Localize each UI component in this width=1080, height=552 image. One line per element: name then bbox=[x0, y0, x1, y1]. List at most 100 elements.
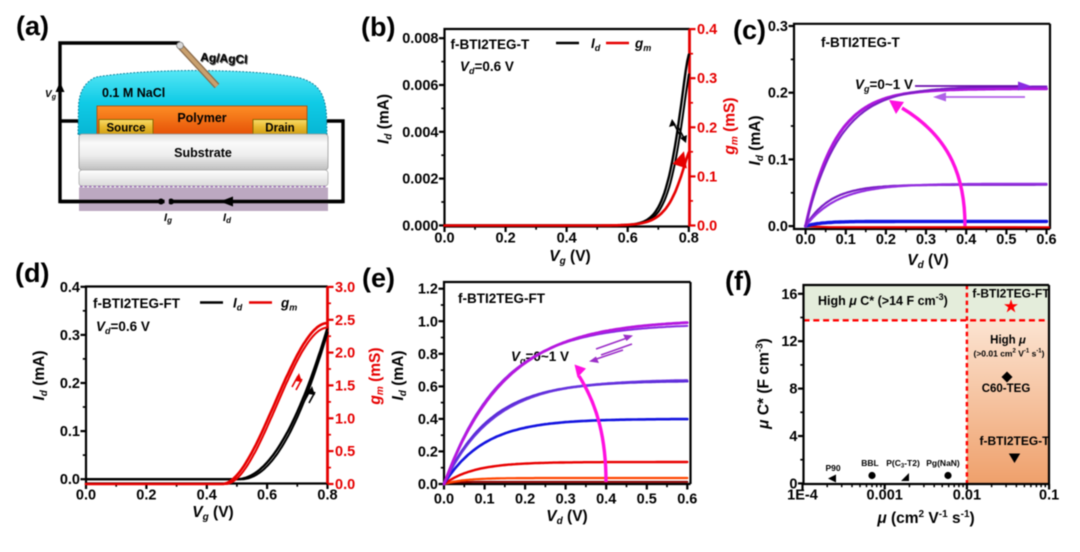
svg-text:0.3: 0.3 bbox=[60, 328, 80, 344]
svg-text:f-BTI2TEG-FT: f-BTI2TEG-FT bbox=[972, 287, 1050, 301]
svg-text:Pg(NaN): Pg(NaN) bbox=[926, 458, 960, 468]
svg-text:0.1: 0.1 bbox=[697, 169, 717, 185]
svg-text:0.6: 0.6 bbox=[1036, 232, 1056, 248]
svg-text:0.0: 0.0 bbox=[76, 488, 96, 504]
svg-text:gm: gm bbox=[634, 36, 651, 53]
svg-text:Vd (V): Vd (V) bbox=[546, 508, 587, 527]
svg-text:(>0.01 cm2 V-1 s-1): (>0.01 cm2 V-1 s-1) bbox=[974, 349, 1045, 359]
svg-text:0.1: 0.1 bbox=[836, 232, 856, 248]
svg-text:Ig: Ig bbox=[164, 212, 172, 225]
svg-text:μ (cm2 V-1 s-1): μ (cm2 V-1 s-1) bbox=[876, 509, 974, 527]
svg-text:Vg: Vg bbox=[45, 89, 57, 101]
svg-text:0.002: 0.002 bbox=[402, 172, 438, 188]
svg-text:0.2: 0.2 bbox=[60, 376, 80, 392]
svg-text:BBL: BBL bbox=[861, 458, 878, 468]
svg-text:0.2: 0.2 bbox=[495, 231, 515, 247]
svg-text:0.0: 0.0 bbox=[796, 232, 816, 248]
svg-text:0.8: 0.8 bbox=[679, 231, 699, 247]
svg-text:P(C3-T2): P(C3-T2) bbox=[886, 458, 920, 470]
svg-text:0.006: 0.006 bbox=[402, 78, 438, 94]
svg-text:0.6: 0.6 bbox=[618, 231, 638, 247]
svg-text:High μ: High μ bbox=[990, 335, 1026, 347]
svg-text:0.000: 0.000 bbox=[402, 218, 438, 234]
svg-text:Vg (V): Vg (V) bbox=[549, 248, 590, 267]
svg-text:0.1: 0.1 bbox=[474, 492, 494, 508]
svg-text:0.4: 0.4 bbox=[557, 231, 577, 247]
svg-text:f-BTI2TEG-FT: f-BTI2TEG-FT bbox=[93, 296, 181, 311]
svg-text:Id (mA): Id (mA) bbox=[390, 350, 409, 400]
svg-text:0.8: 0.8 bbox=[317, 488, 337, 504]
svg-text:0.1: 0.1 bbox=[768, 152, 788, 168]
svg-text:Substrate: Substrate bbox=[174, 146, 232, 160]
svg-text:μ C* (F cm-3): μ C* (F cm-3) bbox=[755, 338, 773, 430]
svg-text:0.0: 0.0 bbox=[768, 219, 788, 235]
svg-text:0.6: 0.6 bbox=[677, 492, 697, 508]
svg-text:0.0: 0.0 bbox=[434, 231, 454, 247]
svg-text:(d): (d) bbox=[15, 258, 49, 288]
svg-text:2.5: 2.5 bbox=[335, 313, 355, 329]
svg-text:0.0: 0.0 bbox=[697, 219, 717, 235]
svg-text:0.2: 0.2 bbox=[418, 444, 438, 460]
svg-text:f-BTI2TEG-FT: f-BTI2TEG-FT bbox=[458, 291, 546, 306]
svg-text:0.5: 0.5 bbox=[996, 232, 1016, 248]
svg-text:1.0: 1.0 bbox=[335, 411, 355, 427]
svg-text:(b): (b) bbox=[361, 12, 395, 42]
svg-text:Vg=0~1 V: Vg=0~1 V bbox=[855, 77, 913, 94]
svg-text:1.0: 1.0 bbox=[418, 314, 438, 330]
svg-text:0.0: 0.0 bbox=[434, 492, 454, 508]
svg-text:3.0: 3.0 bbox=[335, 280, 355, 296]
svg-text:0.4: 0.4 bbox=[956, 232, 976, 248]
svg-text:0.4: 0.4 bbox=[697, 22, 717, 38]
svg-text:f-BTI2TEG-T: f-BTI2TEG-T bbox=[451, 37, 530, 52]
svg-text:(a): (a) bbox=[16, 11, 49, 41]
svg-text:0.3: 0.3 bbox=[768, 19, 788, 35]
svg-text:High μ C* (>14 F cm-3): High μ C* (>14 F cm-3) bbox=[818, 292, 948, 308]
svg-text:0.2: 0.2 bbox=[515, 492, 535, 508]
svg-text:C60-TEG: C60-TEG bbox=[982, 383, 1031, 395]
svg-text:0.4: 0.4 bbox=[197, 488, 217, 504]
svg-text:0.4: 0.4 bbox=[418, 412, 438, 428]
svg-text:0.3: 0.3 bbox=[556, 492, 576, 508]
svg-text:4: 4 bbox=[789, 429, 797, 445]
svg-text:0.2: 0.2 bbox=[697, 120, 717, 136]
svg-text:Vd=0.6 V: Vd=0.6 V bbox=[96, 319, 150, 336]
svg-text:0.3: 0.3 bbox=[916, 232, 936, 248]
svg-text:gm (mS): gm (mS) bbox=[722, 97, 741, 155]
svg-text:0.001: 0.001 bbox=[867, 488, 903, 504]
svg-text:2.0: 2.0 bbox=[335, 346, 355, 362]
svg-text:Ag/AgCl: Ag/AgCl bbox=[200, 50, 248, 66]
svg-text:Polymer: Polymer bbox=[177, 111, 226, 125]
svg-text:Vg=0~1 V: Vg=0~1 V bbox=[511, 349, 569, 366]
svg-text:0.2: 0.2 bbox=[876, 232, 896, 248]
svg-text:(f): (f) bbox=[725, 266, 752, 296]
svg-text:0.2: 0.2 bbox=[768, 86, 788, 102]
svg-text:Vd (V): Vd (V) bbox=[907, 252, 948, 271]
svg-text:16: 16 bbox=[781, 287, 797, 303]
svg-text:gm (mS): gm (mS) bbox=[367, 347, 386, 405]
svg-text:0.008: 0.008 bbox=[402, 31, 438, 47]
svg-text:Id (mA): Id (mA) bbox=[376, 94, 395, 144]
svg-text:f-BTI2TEG-T: f-BTI2TEG-T bbox=[821, 35, 900, 50]
svg-text:f-BTI2TEG-T: f-BTI2TEG-T bbox=[980, 434, 1051, 448]
svg-text:0.6: 0.6 bbox=[418, 379, 438, 395]
svg-text:0.1: 0.1 bbox=[60, 424, 80, 440]
svg-text:0.004: 0.004 bbox=[402, 125, 438, 141]
svg-text:1.5: 1.5 bbox=[335, 378, 355, 394]
svg-text:0.8: 0.8 bbox=[418, 347, 438, 363]
svg-text:Id: Id bbox=[591, 36, 601, 53]
svg-text:0.6: 0.6 bbox=[257, 488, 277, 504]
svg-text:0: 0 bbox=[789, 476, 797, 492]
svg-text:8: 8 bbox=[789, 382, 797, 398]
svg-text:Id (mA): Id (mA) bbox=[31, 350, 50, 400]
svg-text:Id: Id bbox=[223, 212, 232, 225]
svg-text:(e): (e) bbox=[362, 263, 395, 293]
svg-text:P90: P90 bbox=[825, 463, 840, 473]
svg-text:0.4: 0.4 bbox=[60, 280, 80, 296]
svg-text:Source: Source bbox=[107, 123, 146, 135]
svg-text:Id: Id bbox=[233, 296, 243, 313]
svg-text:0.01: 0.01 bbox=[953, 488, 981, 504]
svg-text:12: 12 bbox=[781, 334, 797, 350]
svg-text:1E-4: 1E-4 bbox=[787, 488, 818, 504]
svg-text:1.2: 1.2 bbox=[418, 282, 438, 298]
svg-text:0.0: 0.0 bbox=[60, 472, 80, 488]
